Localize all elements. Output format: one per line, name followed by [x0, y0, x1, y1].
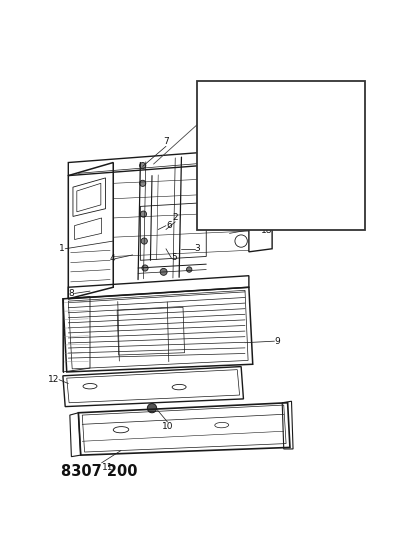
Text: 1: 1	[59, 244, 65, 253]
Text: 8: 8	[69, 289, 74, 298]
Text: 17: 17	[351, 220, 362, 229]
Circle shape	[186, 267, 191, 272]
Text: 4: 4	[109, 254, 115, 263]
Circle shape	[139, 180, 146, 187]
Text: 2: 2	[172, 213, 178, 222]
Text: 3: 3	[194, 244, 200, 253]
Text: 11: 11	[101, 463, 113, 472]
Circle shape	[221, 149, 229, 156]
Text: 9: 9	[274, 337, 279, 346]
Text: 18: 18	[260, 225, 272, 235]
Text: 14: 14	[315, 127, 327, 136]
Text: 5: 5	[171, 254, 177, 262]
Circle shape	[142, 265, 148, 271]
Polygon shape	[287, 156, 326, 193]
Circle shape	[140, 211, 146, 217]
Text: 14: 14	[202, 131, 213, 140]
Text: 13: 13	[336, 83, 347, 92]
Circle shape	[139, 163, 146, 168]
Text: 10: 10	[162, 422, 173, 431]
Text: 12: 12	[47, 375, 59, 384]
Text: 15: 15	[260, 125, 271, 134]
Text: 19: 19	[320, 171, 332, 180]
Circle shape	[242, 173, 254, 185]
Circle shape	[160, 269, 167, 276]
Circle shape	[141, 238, 147, 244]
Bar	[196, 81, 364, 230]
Text: 8307 200: 8307 200	[61, 464, 137, 479]
Text: 6: 6	[166, 221, 171, 230]
Circle shape	[217, 87, 225, 95]
Text: 7: 7	[163, 138, 169, 147]
Text: 16: 16	[254, 184, 265, 193]
Circle shape	[306, 90, 314, 97]
Circle shape	[147, 403, 156, 413]
